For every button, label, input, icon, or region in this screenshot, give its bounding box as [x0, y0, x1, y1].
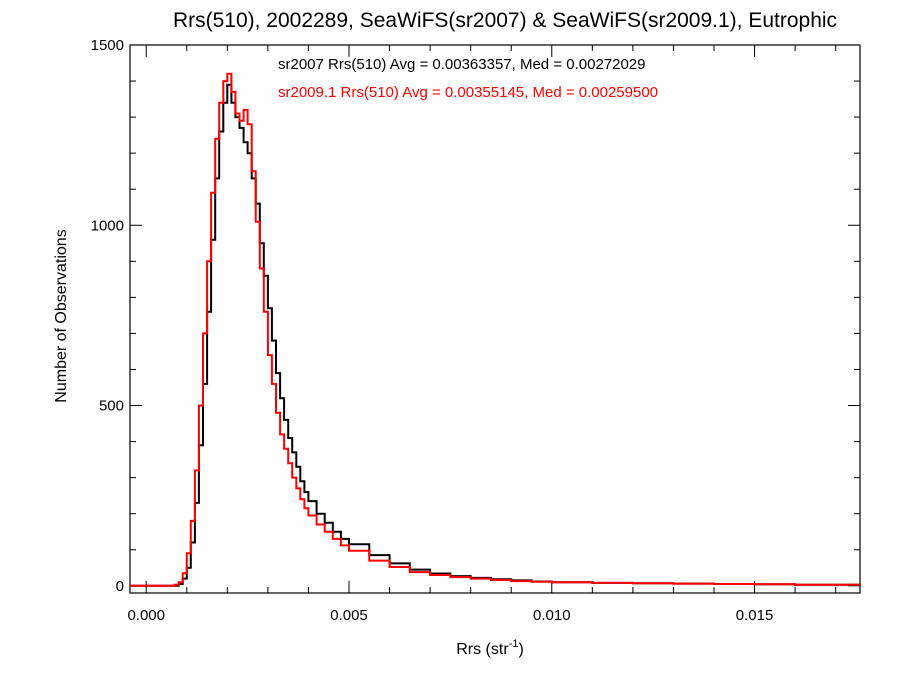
x-tick-label: 0.000 — [127, 607, 165, 624]
x-tick-label: 0.010 — [533, 607, 571, 624]
y-tick-label: 0 — [116, 578, 124, 595]
histogram-series — [130, 72, 861, 587]
x-tick-label: 0.015 — [736, 607, 774, 624]
x-tick-label: 0.005 — [330, 607, 368, 624]
y-axis-label: Number of Observations — [53, 229, 70, 402]
histogram-line-sr2007 — [130, 83, 861, 587]
annotation-sr2007: sr2007 Rrs(510) Avg = 0.00363357, Med = … — [278, 56, 646, 73]
x-axis-ticks: 0.000 0.005 0.010 0.015 — [127, 45, 837, 624]
y-tick-label: 500 — [99, 398, 124, 415]
plot-area-frame — [129, 44, 861, 594]
chart-title: Rrs(510), 2002289, SeaWiFS(sr2007) & Sea… — [173, 9, 837, 32]
annotation-sr2009: sr2009.1 Rrs(510) Avg = 0.00355145, Med … — [278, 84, 658, 101]
x-axis-label: Rrs (str-1) — [456, 638, 524, 658]
y-axis-ticks: 0 500 1000 1500 — [91, 37, 860, 595]
y-tick-label: 1500 — [91, 37, 124, 54]
histogram-line-sr2009 — [130, 72, 861, 587]
y-tick-label: 1000 — [91, 217, 124, 234]
